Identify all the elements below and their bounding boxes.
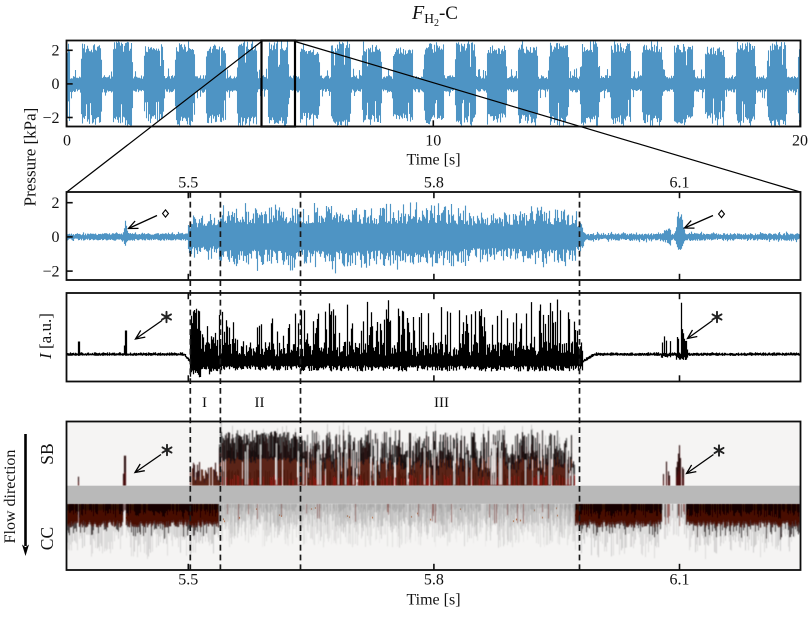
svg-text:0: 0 <box>52 76 60 93</box>
svg-text:20: 20 <box>792 133 808 150</box>
svg-text:CC: CC <box>37 527 57 550</box>
svg-text:Time [s]: Time [s] <box>406 152 460 169</box>
svg-text:II: II <box>255 395 265 411</box>
svg-text:I [a.u.]: I [a.u.] <box>36 313 55 360</box>
svg-text:2: 2 <box>52 43 60 60</box>
svg-text:5.5: 5.5 <box>178 175 198 192</box>
svg-text:−2: −2 <box>42 263 59 280</box>
svg-text:III: III <box>434 395 449 411</box>
svg-text:Time [s]: Time [s] <box>406 592 460 609</box>
svg-text:6.1: 6.1 <box>670 175 690 192</box>
svg-text:I: I <box>202 395 207 411</box>
svg-text:10: 10 <box>425 133 441 150</box>
svg-text:Pressure [kPa]: Pressure [kPa] <box>21 108 40 207</box>
svg-text:SB: SB <box>37 443 57 464</box>
svg-text:6.1: 6.1 <box>670 572 690 589</box>
svg-text:5.8: 5.8 <box>424 175 444 192</box>
svg-text:0: 0 <box>52 229 60 246</box>
svg-text:2: 2 <box>52 195 60 212</box>
svg-text:0: 0 <box>63 133 71 150</box>
svg-text:Flow direction: Flow direction <box>2 450 19 544</box>
svg-text:−2: −2 <box>42 110 59 127</box>
svg-text:5.5: 5.5 <box>178 572 198 589</box>
svg-text:FH2-C: FH2-C <box>411 2 458 29</box>
svg-text:5.8: 5.8 <box>424 572 444 589</box>
